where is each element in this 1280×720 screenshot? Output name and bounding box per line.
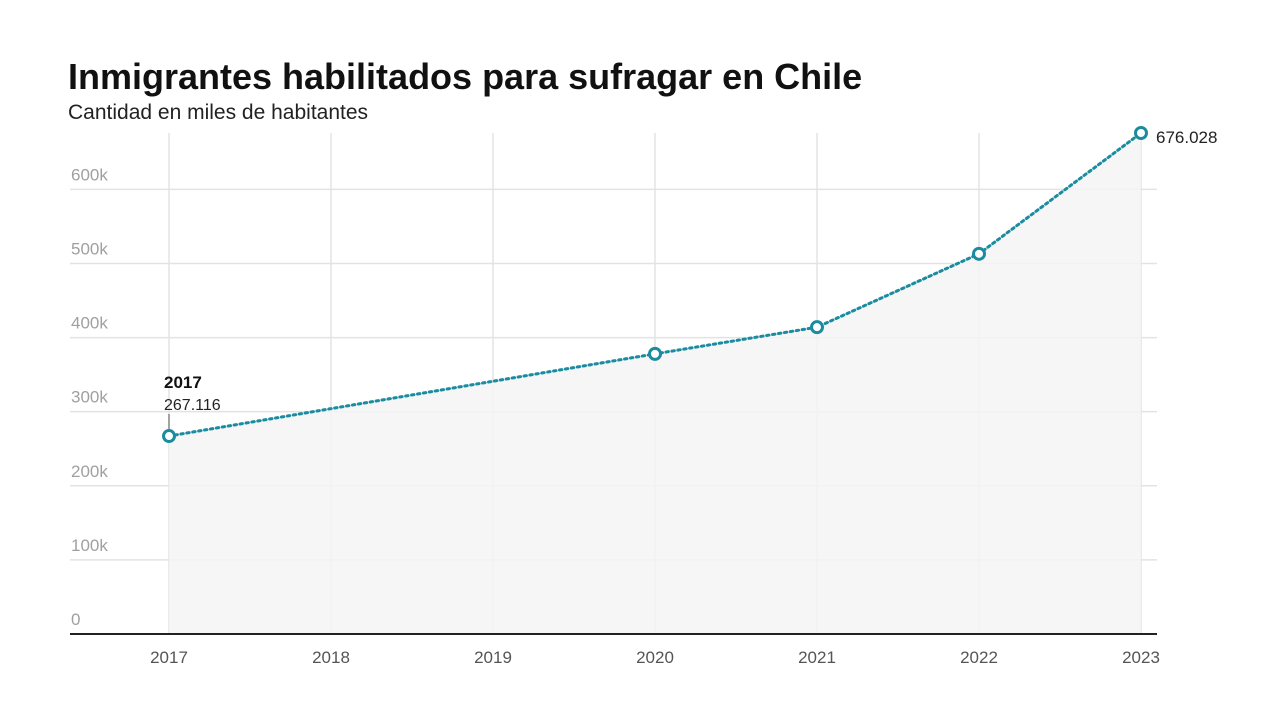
x-tick-label: 2018 bbox=[312, 648, 350, 667]
y-tick-label: 100k bbox=[71, 536, 108, 555]
y-tick-label: 400k bbox=[71, 314, 108, 333]
y-tick-label: 500k bbox=[71, 239, 108, 258]
data-point bbox=[810, 320, 824, 335]
x-tick-label: 2020 bbox=[636, 648, 674, 667]
x-tick-label: 2019 bbox=[474, 648, 512, 667]
x-axis-ticks: 2017 2018 2019 2020 2021 2022 2023 bbox=[150, 648, 1160, 667]
annotation-year-label: 2017 bbox=[164, 373, 202, 392]
annotation-value-label: 267.116 bbox=[164, 397, 221, 414]
end-value-label: 676.028 bbox=[1156, 128, 1217, 147]
x-tick-label: 2023 bbox=[1122, 648, 1160, 667]
data-points bbox=[162, 126, 1148, 444]
y-tick-label: 200k bbox=[71, 462, 108, 481]
annotations: 2017 267.116 676.028 bbox=[164, 128, 1217, 430]
data-point bbox=[162, 429, 176, 444]
y-axis-ticks: 0 100k 200k 300k 400k 500k 600k bbox=[71, 165, 108, 629]
x-tick-label: 2022 bbox=[960, 648, 998, 667]
y-tick-label: 300k bbox=[71, 388, 108, 407]
y-tick-label: 0 bbox=[71, 610, 80, 629]
y-tick-label: 600k bbox=[71, 165, 108, 184]
data-point bbox=[972, 246, 986, 261]
area-fill bbox=[169, 133, 1141, 634]
data-point bbox=[1134, 126, 1148, 140]
chart-title: Inmigrantes habilitados para sufragar en… bbox=[68, 56, 863, 97]
x-tick-label: 2021 bbox=[798, 648, 836, 667]
data-point bbox=[648, 346, 662, 361]
x-tick-label: 2017 bbox=[150, 648, 188, 667]
chart-subtitle: Cantidad en miles de habitantes bbox=[68, 101, 369, 124]
